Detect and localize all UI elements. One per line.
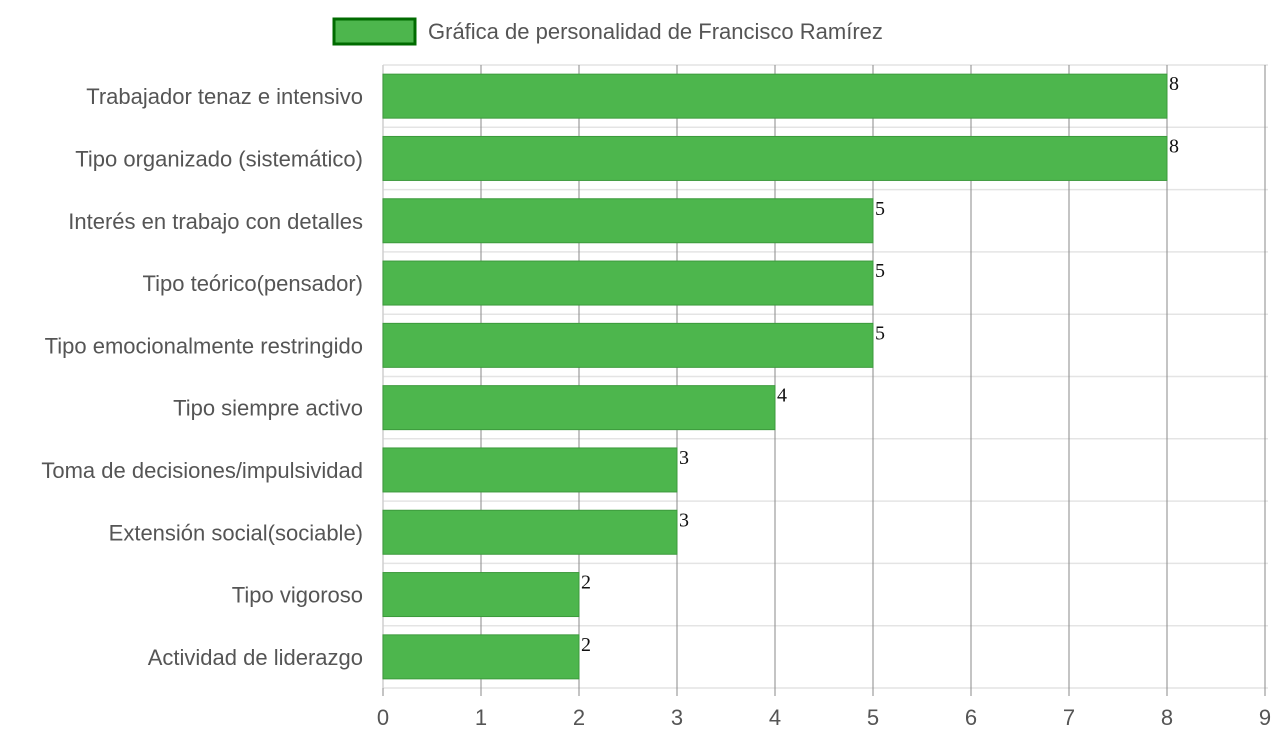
bar[interactable] <box>382 634 580 680</box>
x-tick-label: 8 <box>1161 705 1173 730</box>
category-label: Tipo organizado (sistemático) <box>75 146 363 171</box>
value-label: 3 <box>679 447 689 469</box>
value-label: 5 <box>875 260 885 282</box>
category-label: Tipo teórico(pensador) <box>142 271 363 296</box>
value-labels: 8 8 5 5 5 4 3 3 2 2 <box>581 73 1179 656</box>
x-axis-ticks: 0 1 2 3 4 5 6 7 8 9 <box>377 705 1271 730</box>
x-tick-label: 6 <box>965 705 977 730</box>
value-label: 5 <box>875 322 885 344</box>
x-tick-label: 1 <box>475 705 487 730</box>
bars <box>382 73 1168 680</box>
category-label: Interés en trabajo con detalles <box>68 209 363 234</box>
x-tick-label: 9 <box>1259 705 1271 730</box>
legend: Gráfica de personalidad de Francisco Ram… <box>332 17 883 46</box>
category-label: Tipo emocionalmente restringido <box>45 333 363 358</box>
bar[interactable] <box>382 447 678 493</box>
bar[interactable] <box>382 385 776 431</box>
category-label: Tipo siempre activo <box>173 396 363 421</box>
legend-swatch <box>332 17 417 46</box>
value-label: 4 <box>777 385 787 407</box>
category-labels: Trabajador tenaz e intensivo Tipo organiz… <box>41 84 363 670</box>
legend-label: Gráfica de personalidad de Francisco Ram… <box>428 19 883 44</box>
bar[interactable] <box>382 509 678 555</box>
x-tick-label: 3 <box>671 705 683 730</box>
bar[interactable] <box>382 322 874 368</box>
x-tick-label: 0 <box>377 705 389 730</box>
bar[interactable] <box>382 260 874 306</box>
value-label: 8 <box>1169 135 1179 157</box>
category-label: Tipo vigoroso <box>232 583 363 608</box>
x-tick-label: 4 <box>769 705 781 730</box>
value-label: 5 <box>875 198 885 220</box>
category-label: Extensión social(sociable) <box>109 520 363 545</box>
value-label: 8 <box>1169 73 1179 95</box>
bar[interactable] <box>382 73 1168 119</box>
category-label: Trabajador tenaz e intensivo <box>86 84 363 109</box>
value-label: 2 <box>581 634 591 656</box>
bar[interactable] <box>382 198 874 244</box>
category-label: Toma de decisiones/impulsividad <box>41 458 363 483</box>
category-label: Actividad de liderazgo <box>148 645 363 670</box>
x-tick-label: 2 <box>573 705 585 730</box>
value-label: 2 <box>581 572 591 594</box>
x-tick-label: 5 <box>867 705 879 730</box>
bar[interactable] <box>382 135 1168 181</box>
x-tick-label: 7 <box>1063 705 1075 730</box>
value-label: 3 <box>679 509 689 531</box>
bar[interactable] <box>382 572 580 618</box>
